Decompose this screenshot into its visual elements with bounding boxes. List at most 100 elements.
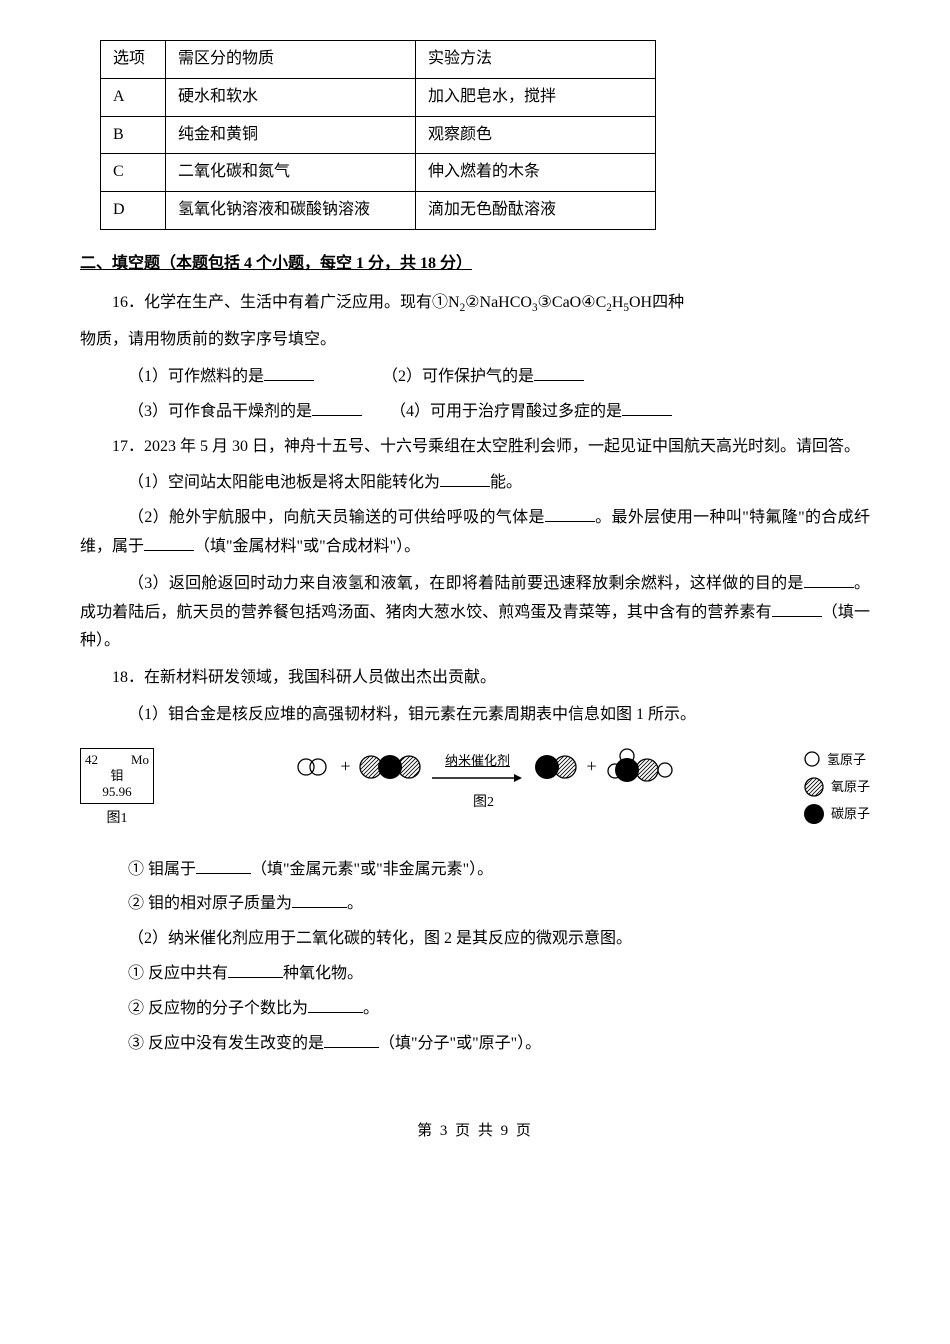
arrow-label: 纳米催化剂 [432,749,522,772]
header-option: 选项 [101,41,166,79]
element-number: 42 [85,752,98,768]
cell-substance: 氢氧化钠溶液和碳酸钠溶液 [166,192,416,230]
q16-text-a: 16．化学在生产、生活中有着广泛应用。现有① [112,294,448,311]
q16-line2: 物质，请用物质前的数字序号填空。 [80,326,870,355]
cell-substance: 纯金和黄铜 [166,116,416,154]
q18-s3-b: 种氧化物。 [283,965,363,982]
q16-p3-b: （4）可用于治疗胃酸过多症的是 [390,403,622,420]
molecule-product [605,748,675,786]
q18-s5-a: ③ 反应中没有发生改变的是 [128,1035,324,1052]
q16-intro: 16．化学在生产、生活中有着广泛应用。现有①N2②NaHCO3③CaO④C2H5… [80,289,870,318]
q17-p3-a: （3）返回舱返回时动力来自液氢和液氧，在即将着陆前要迅速释放剩余燃料，这样做的目… [128,575,804,592]
q18-s1-a: ① 钼属于 [128,861,196,878]
q17-part1: （1）空间站太阳能电池板是将太阳能转化为 能。 [80,469,870,498]
q18-s2-a: ② 钼的相对原子质量为 [128,895,292,912]
q18-s5-b: （填"分子"或"原子"）。 [379,1035,541,1052]
q16-text-d: ④ [581,294,595,311]
q17-p1-a: （1）空间站太阳能电池板是将太阳能转化为 [128,474,440,491]
q18-part2: （2）纳米催化剂应用于二氧化碳的转化，图 2 是其反应的微观示意图。 [80,925,870,954]
blank-fill [308,997,363,1013]
chem-cao: CaO [552,294,581,311]
cell-method: 滴加无色酚酞溶液 [416,192,656,230]
q16-text-c: ③ [538,294,552,311]
molecule-h2 [292,753,332,781]
cell-method: 伸入燃着的木条 [416,154,656,192]
page-footer: 第 3 页 共 9 页 [80,1118,870,1145]
figure-area: 42 Mo 钼 95.96 图1 + [80,748,870,832]
carbon-atom-icon [803,803,825,825]
q18-sub2: ② 钼的相对原子质量为 。 [80,890,870,919]
q16-p1-b: （2）可作保护气的是 [382,368,534,385]
legend-oxygen: 氧原子 [803,775,870,798]
blank-fill [622,400,672,416]
legend-hydrogen: 氢原子 [803,748,870,771]
blank-fill [228,962,283,978]
q18-sub4: ② 反应物的分子个数比为 。 [80,995,870,1024]
legend-o-label: 氧原子 [831,775,870,798]
blank-fill [804,572,854,588]
q17-p2-c: （填"金属材料"或"合成材料"）。 [194,538,420,555]
q18-sub5: ③ 反应中没有发生改变的是 （填"分子"或"原子"）。 [80,1030,870,1059]
chem-n2: N2 [448,294,465,311]
q17-part2: （2）舱外宇航服中，向航天员输送的可供给呼吸的气体是。最外层使用一种叫"特氟隆"… [80,504,870,562]
q16-text-b: ② [465,294,479,311]
element-mass: 95.96 [85,784,149,800]
element-symbol: Mo [131,752,149,768]
blank-fill [772,601,822,617]
blank-fill [264,365,314,381]
q18-s4-b: 。 [363,1000,379,1017]
cell-option: A [101,78,166,116]
molecule-co [532,752,578,782]
molecule-co2 [358,752,422,782]
figure-2-label: 图2 [473,790,494,815]
cell-option: B [101,116,166,154]
cell-method: 观察颜色 [416,116,656,154]
q18-s1-b: （填"金属元素"或"非金属元素"）。 [251,861,493,878]
table-row: B 纯金和黄铜 观察颜色 [101,116,656,154]
header-method: 实验方法 [416,41,656,79]
reaction-arrow: 纳米催化剂 [432,749,522,784]
chem-c2h5oh: C2H5OH [596,294,653,311]
cell-substance: 硬水和软水 [166,78,416,116]
q16-text-e: 四种 [652,294,684,311]
q16-part1: （1）可作燃料的是 （2）可作保护气的是 [80,363,870,392]
legend-carbon: 碳原子 [803,802,870,825]
arrow-icon [432,772,522,784]
q16-p1-a: （1）可作燃料的是 [128,368,264,385]
q17-part3: （3）返回舱返回时动力来自液氢和液氧，在即将着陆前要迅速释放剩余燃料，这样做的目… [80,570,870,656]
figure-1-label: 图1 [80,806,154,831]
section-2-header: 二、填空题（本题包括 4 个小题，每空 1 分，共 18 分） [80,250,870,279]
element-name-cn: 钼 [85,768,149,784]
blank-fill [534,365,584,381]
q18-s2-b: 。 [347,895,363,912]
figure-2: + 纳米催化剂 [189,748,778,815]
figure-1: 42 Mo 钼 95.96 图1 [80,748,154,832]
cell-method: 加入肥皂水，搅拌 [416,78,656,116]
q17-p2-a: （2）舱外宇航服中，向航天员输送的可供给呼吸的气体是 [128,509,545,526]
plus-icon: + [586,750,596,782]
table-row: A 硬水和软水 加入肥皂水，搅拌 [101,78,656,116]
table-header-row: 选项 需区分的物质 实验方法 [101,41,656,79]
blank-fill [545,506,595,522]
q18-s4-a: ② 反应物的分子个数比为 [128,1000,308,1017]
q18-s3-a: ① 反应中共有 [128,965,228,982]
hydrogen-atom-icon [803,750,821,768]
q18-sub1: ① 钼属于 （填"金属元素"或"非金属元素"）。 [80,856,870,885]
table-row: D 氢氧化钠溶液和碳酸钠溶液 滴加无色酚酞溶液 [101,192,656,230]
legend-c-label: 碳原子 [831,802,870,825]
blank-fill [292,892,347,908]
cell-substance: 二氧化碳和氮气 [166,154,416,192]
q17-p1-b: 能。 [490,474,522,491]
legend-h-label: 氢原子 [827,748,866,771]
blank-fill [440,471,490,487]
atom-legend: 氢原子 氧原子 碳原子 [803,748,870,830]
q17-intro: 17．2023 年 5 月 30 日，神舟十五号、十六号乘组在太空胜利会师，一起… [80,433,870,462]
cell-option: C [101,154,166,192]
chem-nahco3: NaHCO3 [480,294,538,311]
blank-fill [324,1032,379,1048]
table-row: C 二氧化碳和氮气 伸入燃着的木条 [101,154,656,192]
plus-icon: + [340,750,350,782]
oxygen-atom-icon [803,776,825,798]
q18-sub3: ① 反应中共有 种氧化物。 [80,960,870,989]
blank-fill [312,400,362,416]
